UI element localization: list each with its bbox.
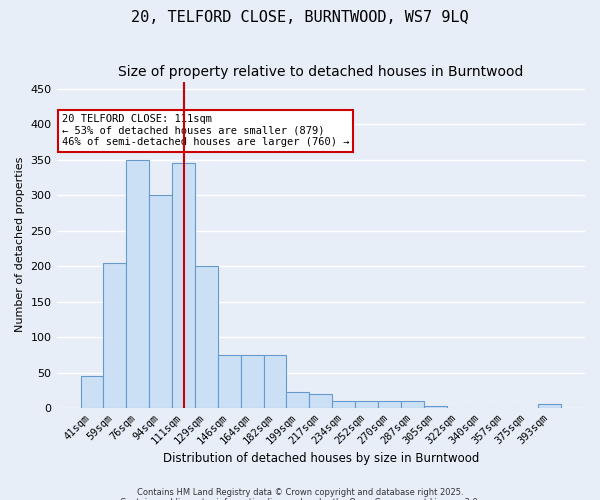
Bar (218, 355, 241, 408)
Bar (378, 401, 401, 408)
Bar (538, 404, 561, 408)
Text: 20 TELFORD CLOSE: 111sqm
← 53% of detached houses are smaller (879)
46% of semi-: 20 TELFORD CLOSE: 111sqm ← 53% of detach… (62, 114, 349, 148)
Bar (80, 376, 103, 408)
Bar (149, 195, 172, 408)
Title: Size of property relative to detached houses in Burntwood: Size of property relative to detached ho… (118, 65, 523, 79)
Bar (103, 262, 127, 408)
Bar (286, 392, 310, 408)
Bar (424, 406, 446, 408)
Bar (195, 266, 218, 408)
Bar (241, 355, 263, 408)
Bar (310, 394, 332, 408)
Text: Contains public sector information licensed under the Open Government Licence 3.: Contains public sector information licen… (120, 498, 480, 500)
Bar (401, 401, 424, 408)
Y-axis label: Number of detached properties: Number of detached properties (15, 157, 25, 332)
Bar (127, 160, 149, 408)
Bar (332, 401, 355, 408)
Text: Contains HM Land Registry data © Crown copyright and database right 2025.: Contains HM Land Registry data © Crown c… (137, 488, 463, 497)
X-axis label: Distribution of detached houses by size in Burntwood: Distribution of detached houses by size … (163, 452, 479, 465)
Bar (355, 401, 378, 408)
Text: 20, TELFORD CLOSE, BURNTWOOD, WS7 9LQ: 20, TELFORD CLOSE, BURNTWOOD, WS7 9LQ (131, 10, 469, 25)
Bar (172, 163, 195, 408)
Bar (263, 355, 286, 408)
